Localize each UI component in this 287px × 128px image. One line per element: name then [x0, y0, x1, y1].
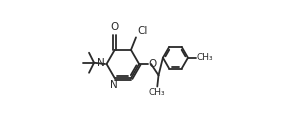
Text: CH₃: CH₃ [149, 88, 166, 97]
Text: N: N [97, 58, 105, 68]
Text: Cl: Cl [137, 26, 148, 36]
Text: CH₃: CH₃ [197, 53, 213, 62]
Text: O: O [110, 22, 119, 32]
Text: O: O [148, 59, 157, 69]
Text: N: N [110, 80, 118, 90]
